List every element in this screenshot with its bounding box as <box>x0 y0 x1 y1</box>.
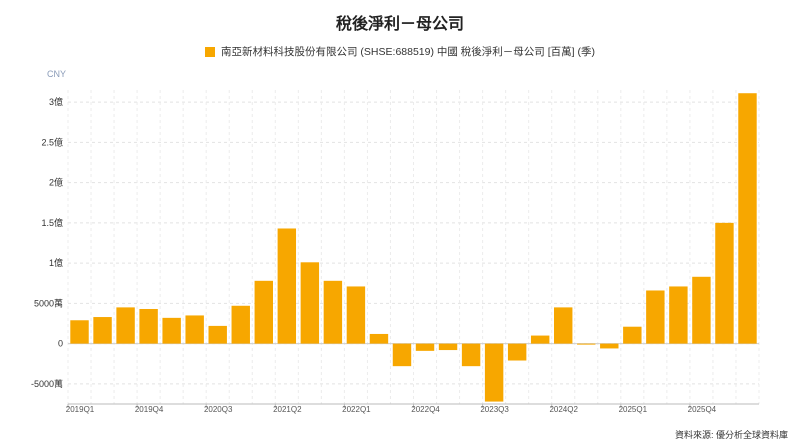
bar-2022Q4 <box>415 343 435 351</box>
x-tick-label: 2021Q2 <box>273 405 302 414</box>
bar-2026Q1 <box>715 222 734 344</box>
y-tick-label: 5000萬 <box>34 297 63 308</box>
x-tick-label: 2025Q1 <box>619 405 648 414</box>
bar-2024Q4 <box>600 343 619 349</box>
source-footer: 資料來源: 優分析全球資料庫 <box>674 430 788 440</box>
y-tick-label: 2億 <box>49 177 63 188</box>
y-tick-label: 2.5億 <box>41 136 63 147</box>
x-tick-label: 2022Q1 <box>342 405 371 414</box>
bar-2021Q1 <box>254 280 273 344</box>
bar-2023Q1 <box>438 343 458 351</box>
bar-2022Q1 <box>346 286 366 344</box>
bar-2025Q4 <box>692 276 711 344</box>
bar-2025Q1 <box>623 326 642 344</box>
x-tick-label: 2019Q1 <box>66 405 95 414</box>
bar-2024Q1 <box>530 335 550 344</box>
bar-2021Q4 <box>323 280 343 344</box>
bar-2020Q4 <box>231 305 250 344</box>
x-tick-label: 2023Q3 <box>480 405 509 414</box>
y-tick-label: 3億 <box>49 96 63 107</box>
bar-2024Q2 <box>554 307 573 344</box>
chart-title: 稅後淨利－母公司 <box>335 16 464 33</box>
x-tick-label: 2025Q4 <box>688 405 717 414</box>
bar-2023Q3 <box>484 343 504 402</box>
y-tick-label: -5000萬 <box>31 378 63 389</box>
bar-2024Q3 <box>577 343 596 345</box>
x-tick-label: 2019Q4 <box>135 405 164 414</box>
y-tick-label: 1.5億 <box>41 217 63 228</box>
bar-2026Q2 <box>738 93 757 344</box>
y-tick-label: 1億 <box>49 257 63 268</box>
bar-2023Q2 <box>461 343 481 367</box>
bar-2019Q3 <box>116 307 135 344</box>
bar-2023Q4 <box>507 343 527 361</box>
x-tick-label: 2022Q4 <box>411 405 440 414</box>
bar-2019Q4 <box>139 308 158 344</box>
bar-2025Q2 <box>646 290 665 344</box>
legend-label: 南亞新材料科技股份有限公司 (SHSE:688519) 中國 稅後淨利－母公司 … <box>221 46 595 58</box>
y-tick-label: 0 <box>58 339 63 349</box>
bar-2021Q3 <box>300 262 320 344</box>
bar-2025Q3 <box>669 286 688 344</box>
x-tick-label: 2020Q3 <box>204 405 233 414</box>
bar-2022Q3 <box>392 343 412 367</box>
legend[interactable]: 南亞新材料科技股份有限公司 (SHSE:688519) 中國 稅後淨利－母公司 … <box>0 44 800 59</box>
bar-2021Q2 <box>277 228 297 344</box>
bar-2019Q1 <box>70 320 89 344</box>
bar-2020Q1 <box>162 317 181 344</box>
bar-2020Q2 <box>185 315 204 344</box>
unit-label: CNY <box>47 69 67 79</box>
x-tick-label: 2024Q2 <box>549 405 578 414</box>
bar-2022Q2 <box>369 333 389 344</box>
bar-2019Q2 <box>93 317 112 344</box>
bar-2020Q3 <box>208 325 227 344</box>
legend-swatch <box>205 46 216 57</box>
